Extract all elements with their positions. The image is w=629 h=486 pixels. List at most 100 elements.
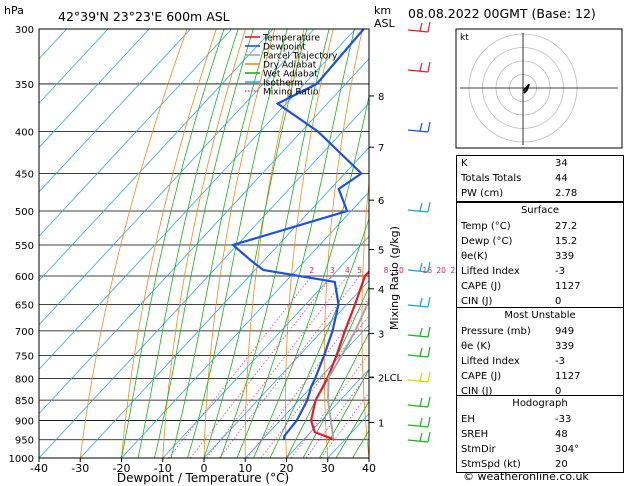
temperature-tick-label: 0 bbox=[201, 462, 208, 475]
dry-adiabat-line bbox=[203, 29, 276, 458]
isotherm-line bbox=[39, 58, 369, 415]
wind-barb bbox=[407, 326, 431, 338]
wind-barb-shaft bbox=[407, 304, 429, 308]
wind-barb-flag bbox=[419, 397, 423, 407]
legend-entry: Wet Adiabat bbox=[263, 70, 318, 80]
mixing-ratio-label: 25 bbox=[450, 266, 460, 275]
wind-barb-flag bbox=[427, 296, 431, 308]
copyright: © weatheronline.co.uk bbox=[463, 470, 589, 483]
surface-value: 1127 bbox=[555, 281, 581, 292]
hodo-label: StmSpd (kt) bbox=[461, 459, 521, 470]
hodograph: kt bbox=[455, 28, 623, 149]
temperature-tick-label: -30 bbox=[71, 462, 89, 475]
pressure-tick-label: 300 bbox=[15, 25, 34, 36]
mu-label: CAPE (J) bbox=[461, 371, 502, 382]
pressure-tick-label: 900 bbox=[15, 416, 34, 427]
mixing-ratio-line bbox=[290, 352, 369, 458]
wind-barb-flag bbox=[419, 122, 423, 132]
wind-barb bbox=[407, 261, 431, 273]
pressure-tick-label: 450 bbox=[15, 169, 34, 180]
temperature-line bbox=[309, 270, 369, 441]
pressure-tick-label: 800 bbox=[15, 374, 34, 385]
wind-barb-flag bbox=[419, 432, 423, 442]
pressure-tick-label: 650 bbox=[15, 301, 34, 312]
surface-value: 0 bbox=[555, 296, 562, 307]
hodograph-trace bbox=[522, 83, 530, 94]
hodograph-table: Hodograph EH -33 SREH 48 StmDir 304° StmSpd… bbox=[456, 395, 624, 473]
pressure-tick-label: 350 bbox=[15, 80, 34, 91]
location-title: 42°39'N 23°23'E 600m ASL bbox=[58, 9, 230, 24]
wind-barb bbox=[407, 296, 431, 308]
wet-adiabat-line bbox=[154, 29, 254, 458]
dry-adiabat-line bbox=[361, 178, 369, 458]
wind-barb-shaft bbox=[407, 439, 429, 443]
legend-entry: Isotherm bbox=[263, 79, 303, 89]
surface-label: CAPE (J) bbox=[461, 281, 502, 292]
isotherm-line bbox=[39, 29, 150, 149]
wind-barb-flag bbox=[419, 202, 423, 212]
wind-barb-shaft bbox=[407, 424, 429, 428]
mixing-ratio-line bbox=[190, 275, 333, 458]
mixing-ratio-label: 4 bbox=[345, 266, 350, 275]
index-row-k: K 34 bbox=[461, 158, 568, 169]
pressure-tick-label: 550 bbox=[15, 241, 34, 252]
datetime-title: 08.08.2022 00GMT (Base: 12) bbox=[408, 6, 596, 21]
temperature-tick-label: 40 bbox=[362, 462, 376, 475]
km-tick-label: 5 bbox=[378, 245, 384, 256]
km-tick-label: 7 bbox=[378, 143, 384, 154]
isotherm-line bbox=[203, 280, 369, 458]
temperature-tick-label: -20 bbox=[113, 462, 131, 475]
mu-value: 0 bbox=[555, 386, 562, 397]
hodo-value: 304° bbox=[555, 444, 580, 455]
wind-barb-shaft bbox=[407, 379, 429, 383]
surface-table: Surface Temp (°C) 27.2 Dewp (°C) 15.2 θe(K… bbox=[456, 202, 624, 310]
km-tick-label: 1 bbox=[378, 418, 384, 429]
dry-adiabat-line bbox=[323, 29, 363, 458]
pressure-tick-label: 500 bbox=[15, 207, 34, 218]
wind-barb bbox=[407, 396, 431, 408]
mixing-ratio-line bbox=[305, 372, 369, 458]
km-tick-label: 2 bbox=[378, 374, 384, 385]
wind-barb bbox=[407, 201, 431, 213]
dry-adiabat-line bbox=[434, 29, 452, 458]
temperature-tick-label: 10 bbox=[238, 462, 252, 475]
dewpoint-line bbox=[230, 29, 365, 440]
wind-barb-flag bbox=[427, 396, 431, 408]
mu-value: 339 bbox=[555, 341, 575, 352]
mu-value: 949 bbox=[555, 326, 575, 337]
wet-adiabat-line bbox=[236, 29, 355, 458]
wind-barb bbox=[407, 121, 431, 133]
wind-barb bbox=[407, 346, 431, 358]
temperature-tick-label: -40 bbox=[30, 462, 48, 475]
pressure-tick-label: 850 bbox=[15, 396, 34, 407]
dry-adiabat-line bbox=[285, 29, 334, 458]
hodograph-title: Hodograph bbox=[512, 398, 568, 409]
surface-label: CIN (J) bbox=[461, 296, 493, 307]
legend-entry: Parcel Trajectory bbox=[263, 52, 338, 62]
wind-barb-flag bbox=[427, 261, 431, 273]
wind-barb-flag bbox=[427, 21, 431, 33]
wind-barb bbox=[407, 61, 431, 73]
mixing-ratio-line bbox=[219, 275, 360, 458]
wind-barb-flag bbox=[419, 22, 423, 32]
dry-adiabat-line bbox=[244, 29, 305, 458]
mu-value: -3 bbox=[555, 356, 565, 367]
surface-label: θe(K) bbox=[461, 251, 488, 262]
parcel-trajectory-line bbox=[326, 298, 369, 440]
wet-adiabat-line bbox=[286, 285, 369, 458]
dry-adiabat-line bbox=[398, 29, 421, 458]
temperature-tick-label: -10 bbox=[154, 462, 172, 475]
mu-value: 1127 bbox=[555, 371, 581, 382]
wet-adiabat-line bbox=[302, 331, 369, 458]
wet-adiabat-line bbox=[253, 94, 369, 458]
isotherm-line bbox=[162, 235, 369, 458]
surface-label: Temp (°C) bbox=[461, 221, 511, 232]
wind-barb-flag bbox=[427, 326, 431, 338]
mu-label: Lifted Index bbox=[461, 356, 520, 367]
pressure-tick-label: 1000 bbox=[9, 454, 34, 465]
mixing-ratio-label: 2 bbox=[309, 266, 314, 275]
wind-barbs bbox=[407, 21, 431, 443]
wet-adiabat-line bbox=[137, 29, 239, 458]
wind-barb bbox=[407, 431, 431, 443]
